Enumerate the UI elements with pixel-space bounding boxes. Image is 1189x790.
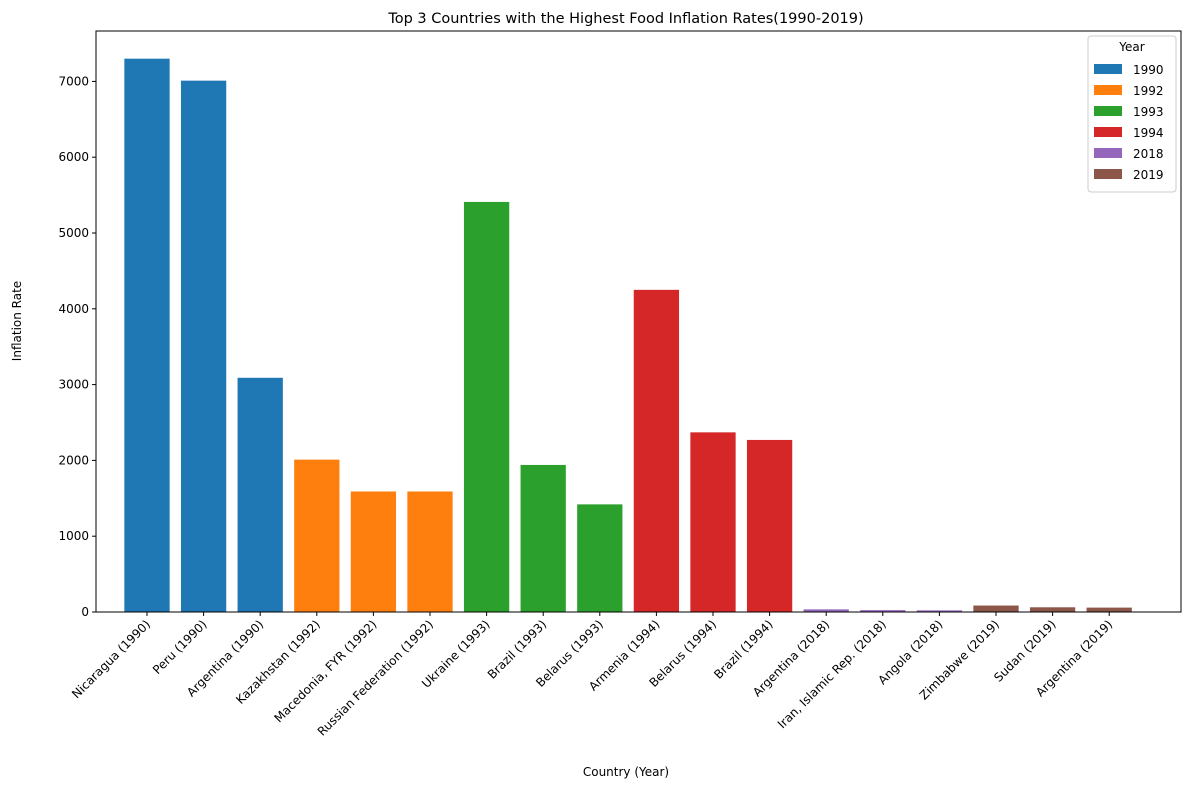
y-tick-label: 4000 — [58, 302, 89, 316]
y-tick-label: 7000 — [58, 74, 89, 88]
bar — [690, 432, 736, 612]
y-tick-label: 3000 — [58, 378, 89, 392]
legend-label: 1990 — [1133, 63, 1164, 77]
bar — [407, 491, 453, 612]
bar — [180, 80, 227, 613]
legend: Year 1990 1992 1993 1994 2018 2019 — [1087, 35, 1177, 193]
bar — [237, 377, 283, 612]
bar — [350, 491, 397, 612]
bar — [803, 609, 849, 612]
y-axis-label: Inflation Rate — [10, 281, 24, 361]
legend-label: 2018 — [1133, 147, 1164, 161]
legend-swatch — [1094, 169, 1122, 179]
y-tick-label: 1000 — [58, 529, 89, 543]
legend-title: Year — [1118, 40, 1144, 54]
legend-swatch — [1094, 85, 1122, 95]
x-tick-label: Brazil (1994) — [711, 617, 775, 681]
y-tick-label: 6000 — [58, 150, 89, 164]
plot-frame — [95, 30, 1182, 613]
bars — [124, 58, 1132, 613]
legend-label: 1993 — [1133, 105, 1164, 119]
y-tick-label: 5000 — [58, 226, 89, 240]
bar — [860, 610, 906, 612]
bar — [973, 605, 1019, 612]
x-tick-label: Russian Federation (1992) — [315, 617, 436, 738]
bar — [294, 459, 340, 612]
bar — [1086, 607, 1132, 612]
bar — [463, 201, 510, 612]
x-tick-label: Brazil (1993) — [485, 617, 549, 681]
legend-swatch — [1094, 106, 1122, 116]
legend-swatch — [1094, 148, 1122, 158]
x-axis: Nicaragua (1990)Peru (1990)Argentina (19… — [69, 612, 1115, 739]
bar — [633, 289, 680, 612]
chart-title: Top 3 Countries with the Highest Food In… — [387, 11, 863, 27]
x-tick-label: Iran, Islamic Rep. (2018) — [775, 617, 889, 731]
legend-swatch — [1094, 64, 1122, 74]
x-axis-label: Country (Year) — [583, 765, 669, 779]
bar — [746, 439, 793, 612]
legend-label: 1994 — [1133, 126, 1164, 140]
bar — [520, 464, 566, 612]
x-tick-label: Macedonia, FYR (1992) — [271, 617, 379, 725]
y-tick-label: 2000 — [58, 453, 89, 467]
bar — [124, 58, 170, 612]
legend-swatch — [1094, 127, 1122, 137]
y-axis: 0 1000 2000 3000 4000 5000 6000 7000 — [58, 74, 96, 619]
y-tick-label: 0 — [81, 605, 89, 619]
legend-label: 2019 — [1133, 168, 1164, 182]
bar — [577, 504, 623, 612]
legend-label: 1992 — [1133, 84, 1164, 98]
bar — [1029, 607, 1076, 612]
bar — [916, 610, 963, 612]
x-tick-label: Peru (1990) — [150, 617, 210, 677]
x-tick-label: Nicaragua (1990) — [69, 617, 153, 701]
